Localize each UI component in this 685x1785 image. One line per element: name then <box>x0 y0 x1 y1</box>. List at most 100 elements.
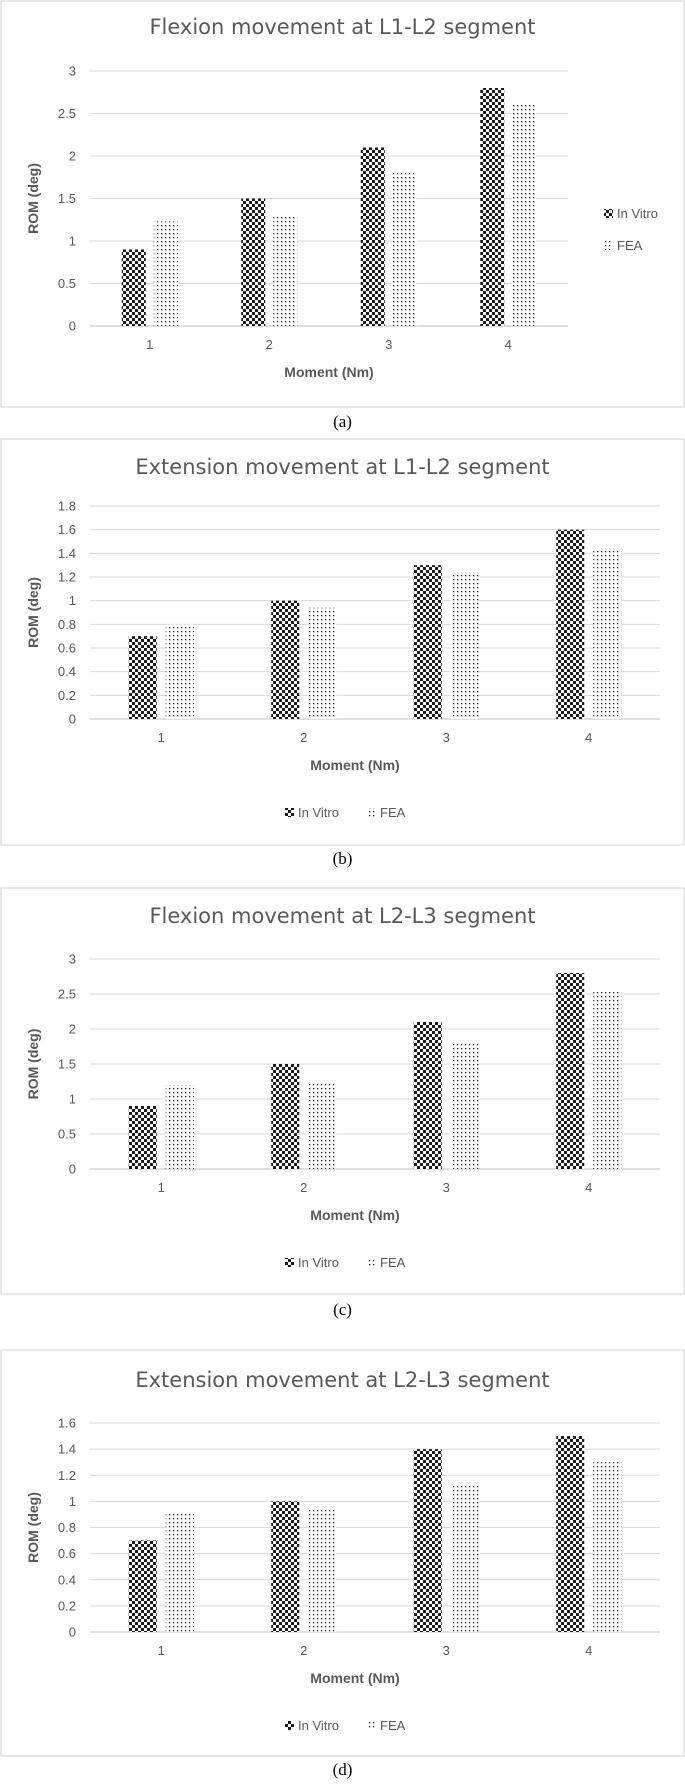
bar-in-vitro <box>271 1501 300 1632</box>
legend-swatch-fea <box>367 1258 376 1267</box>
chart-title: Extension movement at L1-L2 segment <box>135 455 549 479</box>
legend-label: In Vitro <box>617 206 658 221</box>
y-tick-label: 0.2 <box>58 688 76 703</box>
legend-label: In Vitro <box>298 1718 339 1733</box>
bar-in-vitro <box>556 529 585 719</box>
bar-fea <box>450 1485 479 1632</box>
y-tick-label: 3 <box>69 952 76 967</box>
y-tick-label: 0.4 <box>58 664 76 679</box>
y-tick-label: 1.4 <box>58 546 76 561</box>
chart-frame <box>0 887 685 1295</box>
y-axis-label: ROM (deg) <box>25 1029 41 1100</box>
y-tick-label: 2.5 <box>58 106 76 121</box>
chart-panel-b: Extension movement at L1-L2 segment 0 0.2 0… <box>0 0 685 870</box>
y-tick-label: 1.2 <box>58 570 76 585</box>
chart-frame <box>0 438 685 846</box>
y-tick-label: 2 <box>69 1022 76 1037</box>
x-tick-label: 3 <box>443 1180 450 1195</box>
legend-label: FEA <box>380 1718 406 1733</box>
x-tick-label: 3 <box>385 337 392 352</box>
y-tick-label: 1 <box>69 1092 76 1107</box>
legend-swatch-in-vitro <box>285 808 294 817</box>
bar-fea <box>593 989 622 1169</box>
legend-swatch-fea <box>604 241 613 250</box>
bar-in-vitro <box>241 198 266 326</box>
x-tick-label: 1 <box>158 1643 165 1658</box>
bar-in-vitro <box>413 1022 442 1169</box>
y-axis-label: ROM (deg) <box>25 163 41 234</box>
x-axis-label: Moment (Nm) <box>284 364 373 380</box>
x-tick-label: 4 <box>585 1643 592 1658</box>
bar-fea <box>512 105 537 326</box>
bar-fea <box>273 215 298 326</box>
y-tick-label: 1 <box>69 1494 76 1509</box>
chart-frame <box>0 0 685 408</box>
panel-caption-d: (d) <box>332 1760 353 1779</box>
bar-in-vitro <box>480 88 505 326</box>
bar-in-vitro <box>413 1449 442 1632</box>
chart-title: Flexion movement at L1-L2 segment <box>149 15 535 39</box>
x-tick-label: 2 <box>300 730 307 745</box>
bar-in-vitro <box>413 565 442 719</box>
x-tick-label: 2 <box>266 337 273 352</box>
x-axis-label: Moment (Nm) <box>310 1670 399 1686</box>
legend-label: In Vitro <box>298 1255 339 1270</box>
panel-caption-c: (c) <box>333 1300 352 1319</box>
x-tick-label: 4 <box>585 730 592 745</box>
chart-frame <box>0 1349 685 1757</box>
x-tick-label: 1 <box>146 337 153 352</box>
bar-in-vitro <box>360 147 385 326</box>
y-tick-label: 0.6 <box>58 641 76 656</box>
x-tick-label: 4 <box>505 337 512 352</box>
y-tick-label: 0.4 <box>58 1572 76 1587</box>
legend-label: In Vitro <box>298 805 339 820</box>
flexion-l1-l2-chart: Flexion movement at L1-L2 segment 0 0.5 1 1.… <box>0 0 685 408</box>
chart-panel-c: Flexion movement at L2-L3 segment 0 0.5 1 1.… <box>0 887 685 1319</box>
bar-in-vitro <box>121 249 146 326</box>
y-tick-label: 0.5 <box>58 1127 76 1142</box>
chart-panel-a: Flexion movement at L1-L2 segment 0 0.5 1 1.… <box>0 0 685 435</box>
y-axis-label: ROM (deg) <box>25 1492 41 1563</box>
x-tick-label: 4 <box>585 1180 592 1195</box>
bar-fea <box>308 1507 337 1632</box>
y-tick-label: 0.2 <box>58 1598 76 1613</box>
legend-label: FEA <box>380 805 406 820</box>
legend-label: FEA <box>617 238 643 253</box>
bar-fea <box>593 1462 622 1632</box>
y-tick-label: 1 <box>69 234 76 249</box>
bar-fea <box>392 170 417 326</box>
x-tick-label: 2 <box>300 1643 307 1658</box>
y-tick-label: 0.8 <box>58 1520 76 1535</box>
bar-in-vitro <box>556 1436 585 1632</box>
chart-title: Flexion movement at L2-L3 segment <box>149 904 535 928</box>
bar-in-vitro <box>128 1540 157 1632</box>
y-tick-label: 0 <box>69 319 76 334</box>
y-axis-label: ROM (deg) <box>25 577 41 648</box>
flexion-l2-l3-chart: Flexion movement at L2-L3 segment 0 0.5 1 1.… <box>0 887 685 1295</box>
y-tick-label: 2.5 <box>58 987 76 1002</box>
bar-fea <box>308 607 337 719</box>
y-tick-label: 0 <box>69 1162 76 1177</box>
bar-fea <box>593 550 622 719</box>
x-tick-label: 1 <box>158 730 165 745</box>
bar-in-vitro <box>128 1106 157 1169</box>
bar-fea <box>165 624 194 719</box>
y-tick-label: 1.4 <box>58 1442 76 1457</box>
y-tick-label: 3 <box>69 64 76 79</box>
x-tick-label: 3 <box>443 730 450 745</box>
y-tick-label: 1.6 <box>58 522 76 537</box>
y-tick-label: 1.6 <box>58 1416 76 1431</box>
legend-swatch-in-vitro <box>285 1721 294 1730</box>
legend-swatch-in-vitro <box>285 1258 294 1267</box>
x-axis-label: Moment (Nm) <box>310 757 399 773</box>
panel-caption-a: (a) <box>333 412 352 431</box>
x-tick-label: 3 <box>443 1643 450 1658</box>
y-tick-label: 0 <box>69 712 76 727</box>
y-tick-label: 1 <box>69 593 76 608</box>
y-tick-label: 0.5 <box>58 276 76 291</box>
y-tick-label: 2 <box>69 149 76 164</box>
bar-fea <box>165 1085 194 1169</box>
x-tick-label: 2 <box>300 1180 307 1195</box>
y-tick-label: 1.5 <box>58 191 76 206</box>
